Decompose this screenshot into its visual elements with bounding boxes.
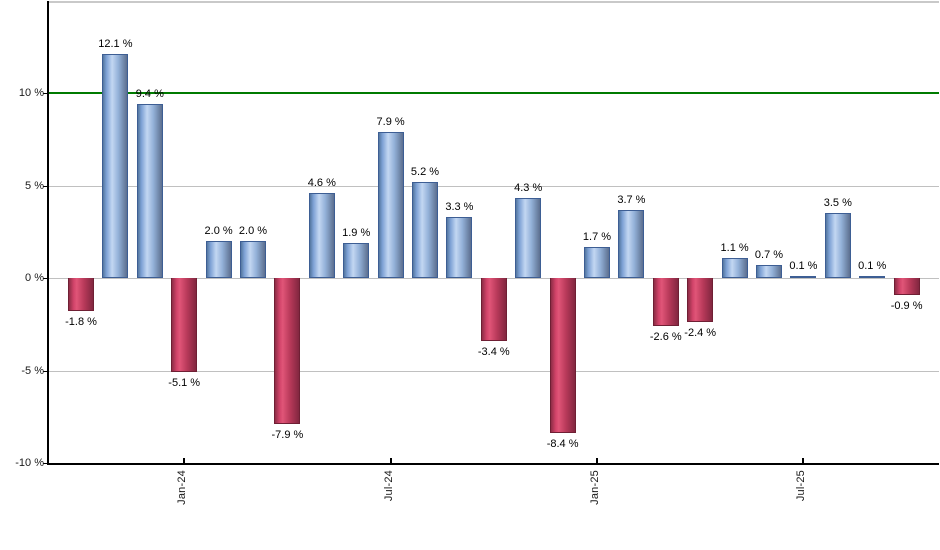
gridline--5pct: [49, 370, 939, 372]
bar-4[interactable]: [205, 241, 232, 278]
bar-value-label: 3.7 %: [617, 193, 646, 206]
bar-value-label: -3.4 %: [477, 345, 510, 358]
y-axis-tick-label: -5 %: [21, 364, 44, 377]
bar-20[interactable]: [756, 265, 782, 278]
bar-value-label: 3.3 %: [445, 200, 474, 213]
x-axis-tick: [389, 458, 392, 463]
bar-value-label: -1.8 %: [65, 316, 97, 329]
x-axis-tick-label: Jan-25: [589, 470, 601, 505]
bar-11[interactable]: [446, 216, 473, 278]
bar-7[interactable]: [308, 192, 335, 278]
bar-value-label: 5.2 %: [410, 165, 440, 178]
x-axis-tick-label: Jul-25: [795, 470, 808, 502]
bar-value-label: -7.9 %: [271, 429, 304, 442]
y-axis-tick-label: 10 %: [18, 87, 44, 99]
gridline-5pct: [49, 185, 939, 187]
bar-5[interactable]: [240, 241, 266, 278]
y-axis-tick-label: 5 %: [25, 179, 44, 192]
y-axis-tick-label: -10 %: [15, 457, 44, 469]
x-axis-tick-label: Jan-24: [176, 470, 189, 505]
bar-value-label: 2.0 %: [204, 225, 233, 237]
y-axis-tick: [43, 278, 47, 279]
x-axis-tick: [596, 458, 598, 463]
bar-23[interactable]: [859, 276, 886, 278]
bar-8[interactable]: [343, 242, 370, 278]
y-axis-tick: [43, 185, 47, 187]
y-axis-line: [47, 1, 49, 465]
bar-16[interactable]: [618, 209, 645, 278]
bar-value-label: 0.7 %: [754, 249, 784, 262]
reference-line-10pct: [49, 92, 939, 94]
plot-top-border: [49, 1, 939, 3]
bar-10[interactable]: [412, 181, 438, 278]
bar-value-label: 0.1 %: [858, 260, 887, 272]
x-axis-tick: [802, 458, 805, 463]
bar-14[interactable]: [549, 278, 576, 434]
bar-value-label: 4.3 %: [514, 182, 543, 195]
bar-value-label: 7.9 %: [376, 115, 405, 128]
bar-24[interactable]: [893, 278, 920, 295]
bar-value-label: 9.4 %: [135, 88, 164, 101]
bar-value-label: -2.4 %: [684, 327, 717, 340]
bar-2[interactable]: [136, 104, 163, 278]
bar-value-label: 12.1 %: [98, 38, 133, 51]
y-axis-tick: [43, 93, 47, 94]
bar-value-label: 2.0 %: [238, 225, 268, 237]
bar-value-label: 0.1 %: [789, 260, 818, 272]
bar-18[interactable]: [687, 278, 714, 323]
bar-value-label: -5.1 %: [168, 377, 201, 390]
bar-0[interactable]: [68, 278, 94, 312]
x-axis-tick-label: Jul-24: [382, 470, 395, 502]
bar-value-label: -8.4 %: [546, 438, 579, 451]
bar-value-label: 1.7 %: [582, 230, 612, 243]
bar-17[interactable]: [652, 278, 679, 327]
x-axis-tick: [183, 458, 186, 463]
bar-13[interactable]: [515, 198, 542, 278]
bar-12[interactable]: [480, 278, 507, 341]
bar-15[interactable]: [584, 246, 610, 278]
bar-6[interactable]: [274, 278, 301, 425]
bar-9[interactable]: [377, 131, 404, 278]
bar-value-label: -0.9 %: [890, 299, 923, 312]
bar-value-label: 1.9 %: [342, 226, 371, 239]
bar-21[interactable]: [790, 276, 817, 278]
bar-value-label: -2.6 %: [649, 331, 682, 344]
bar-3[interactable]: [171, 278, 198, 373]
y-axis-tick: [43, 370, 47, 372]
bar-19[interactable]: [721, 257, 748, 278]
bar-value-label: 1.1 %: [720, 241, 749, 254]
y-axis-tick: [43, 463, 47, 464]
bar-1[interactable]: [102, 54, 129, 278]
bar-value-label: 3.5 %: [823, 197, 852, 210]
bar-22[interactable]: [824, 213, 851, 278]
bar-value-label: 4.6 %: [307, 176, 336, 189]
x-axis-line: [47, 463, 939, 465]
y-axis-tick-label: 0 %: [25, 272, 44, 284]
